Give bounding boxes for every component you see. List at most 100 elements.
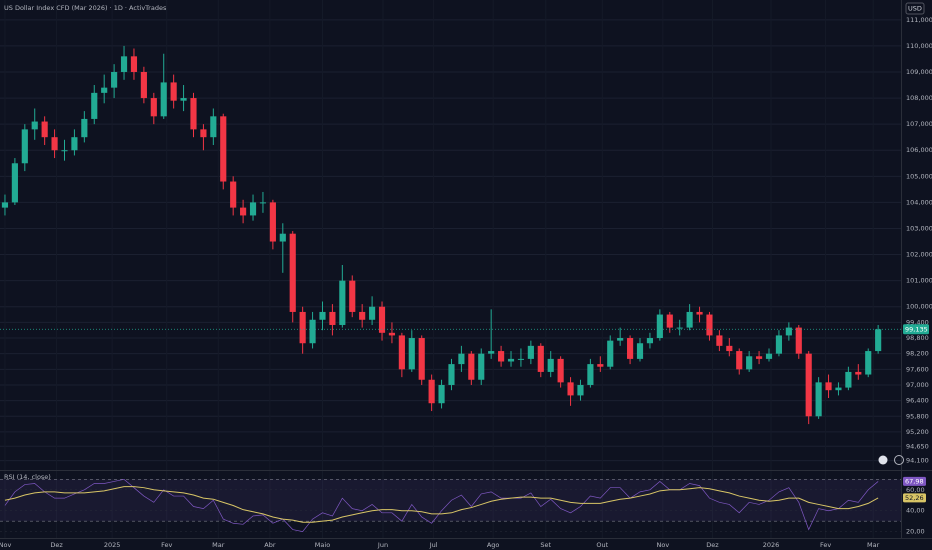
candle-body <box>31 121 38 130</box>
candle-body <box>230 181 237 208</box>
x-tick-label: Out <box>596 541 608 549</box>
last-price-box <box>903 324 929 335</box>
x-tick-label: Jun <box>377 541 388 549</box>
candle-body <box>746 356 753 370</box>
rsi-band-fill <box>0 479 901 522</box>
candle-body <box>120 56 128 72</box>
candle-body <box>210 116 217 138</box>
candle-body <box>646 338 654 344</box>
candle-body <box>339 280 346 325</box>
y-tick-label: 99,400 <box>906 318 929 326</box>
candle-body <box>21 129 28 164</box>
x-tick-label: Nov <box>656 541 669 549</box>
candle-body <box>547 358 554 372</box>
last-price-label: 99,135 <box>905 325 928 333</box>
candle-body <box>765 353 773 359</box>
candle-body <box>498 351 505 362</box>
x-tick-label: Abr <box>264 541 276 549</box>
y-tick-label: 104,000 <box>906 198 932 206</box>
candle-body <box>587 364 594 385</box>
candle-body <box>71 137 78 151</box>
rsi-ma-line <box>4 486 879 523</box>
y-tick-label: 107,000 <box>906 120 932 128</box>
candle-body <box>398 335 405 370</box>
candle-body <box>517 358 525 360</box>
currency-button[interactable] <box>905 2 925 15</box>
y-tick-label: 97,600 <box>906 365 929 373</box>
rsi-value-label: 52,26 <box>905 494 924 502</box>
candle-body <box>815 382 822 417</box>
x-tick-label: Jul <box>429 541 438 549</box>
candle-body <box>140 71 147 99</box>
candle-body <box>706 314 713 336</box>
x-tick-label: Maio <box>315 541 330 549</box>
candle-body <box>289 233 296 312</box>
candle-body <box>180 98 187 101</box>
candle-body <box>369 306 376 320</box>
candle-body <box>627 338 634 359</box>
candle-body <box>716 335 723 346</box>
rsi-line <box>4 478 879 533</box>
y-tick-label: 98,800 <box>906 334 929 342</box>
candle-body <box>458 353 465 365</box>
candle-body <box>865 351 872 375</box>
candle-body <box>11 163 18 203</box>
y-tick-label: 108,000 <box>906 94 932 102</box>
x-tick-label: 2025 <box>104 541 121 549</box>
candle-body <box>438 384 445 404</box>
candle-body <box>200 129 207 138</box>
candle-body <box>160 82 167 117</box>
candle-body <box>130 56 138 72</box>
candle-body <box>855 371 862 375</box>
candle-body <box>567 382 574 396</box>
alert-icon[interactable] <box>894 455 904 465</box>
candle-body <box>150 98 157 117</box>
rsi-tick-label: 20,00 <box>906 528 925 536</box>
candle-body <box>91 92 98 119</box>
candle-body <box>111 71 118 88</box>
candle-body <box>1 202 9 208</box>
candle-body <box>81 118 88 138</box>
x-tick-label: Fev <box>161 541 172 549</box>
candle-body <box>488 351 495 354</box>
candle-body <box>279 233 286 242</box>
candle-body <box>775 335 783 354</box>
candle-body <box>527 345 534 359</box>
candle-body <box>299 311 306 344</box>
rsi-title: RSI (14, close) <box>4 473 51 481</box>
candle-body <box>418 338 425 380</box>
candle-body <box>557 358 564 383</box>
candle-body <box>51 137 58 151</box>
y-tick-label: 111,000 <box>906 16 932 24</box>
candle-body <box>597 364 604 367</box>
flag-icon[interactable] <box>878 455 888 465</box>
candle-body <box>805 353 812 417</box>
candle-body <box>349 280 356 312</box>
candle-body <box>726 345 733 352</box>
x-tick-label: Fev <box>820 541 831 549</box>
candle-body <box>468 353 475 380</box>
y-tick-label: 105,000 <box>906 172 932 180</box>
currency[interactable]: USD <box>908 5 922 13</box>
candle-body <box>388 332 396 336</box>
y-tick-label: 96,400 <box>906 397 929 405</box>
x-tick-label: Set <box>540 541 551 549</box>
rsi-value-box <box>903 493 926 503</box>
y-tick-label: 94,100 <box>906 457 929 465</box>
candle-body <box>507 358 515 362</box>
y-tick-label: 110,000 <box>906 42 932 50</box>
chart-title: US Dollar Index CFD (Mar 2026) · 1D · Ac… <box>4 4 167 12</box>
candle-body <box>686 311 693 328</box>
candle-body <box>259 202 267 204</box>
candle-body <box>319 311 326 320</box>
y-tick-label: 95,800 <box>906 412 929 420</box>
candle-body <box>835 387 842 391</box>
candle-body <box>329 311 336 325</box>
candle-body <box>101 87 108 93</box>
y-tick-label: 103,000 <box>906 224 932 232</box>
x-tick-label: Ago <box>487 541 500 549</box>
x-tick-label: Mar <box>212 541 225 549</box>
candle-body <box>756 356 763 359</box>
